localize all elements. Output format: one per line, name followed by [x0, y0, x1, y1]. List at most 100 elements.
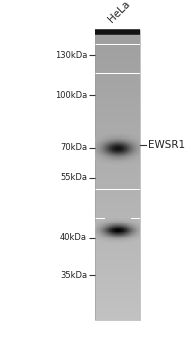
Bar	[114, 233, 115, 234]
Bar	[95, 141, 140, 142]
Bar	[105, 138, 106, 139]
Bar	[119, 163, 120, 164]
Bar	[119, 231, 120, 232]
Bar	[110, 133, 111, 134]
Bar	[108, 222, 109, 223]
Bar	[107, 146, 108, 147]
Bar	[95, 228, 96, 229]
Bar	[95, 59, 140, 60]
Bar	[122, 145, 123, 146]
Bar	[128, 146, 129, 147]
Bar	[121, 132, 122, 133]
Bar	[110, 145, 111, 146]
Bar	[97, 228, 98, 229]
Bar	[95, 142, 140, 143]
Bar	[119, 218, 120, 219]
Bar	[103, 135, 104, 137]
Bar	[116, 220, 117, 221]
Bar	[119, 145, 120, 146]
Bar	[127, 218, 128, 219]
Bar	[104, 160, 105, 161]
Bar	[106, 139, 107, 140]
Bar	[115, 145, 116, 146]
Bar	[121, 223, 122, 224]
Bar	[117, 148, 118, 149]
Bar	[116, 223, 117, 224]
Bar	[131, 223, 132, 224]
Bar	[134, 231, 135, 232]
Bar	[121, 241, 122, 242]
Bar	[95, 260, 140, 261]
Bar	[128, 155, 129, 156]
Bar	[120, 227, 121, 228]
Bar	[97, 152, 98, 153]
Bar	[139, 155, 140, 156]
Bar	[118, 136, 119, 138]
Bar	[121, 164, 122, 165]
Bar	[95, 165, 140, 166]
Bar	[111, 162, 112, 163]
Bar	[100, 148, 101, 149]
Bar	[133, 223, 134, 224]
Bar	[130, 151, 131, 152]
Bar	[108, 138, 109, 139]
Bar	[95, 80, 140, 81]
Bar	[104, 226, 105, 227]
Bar	[101, 135, 102, 137]
Bar	[131, 148, 132, 149]
Bar	[128, 154, 129, 155]
Bar	[105, 161, 106, 162]
Bar	[116, 154, 117, 155]
Bar	[115, 241, 116, 242]
Bar	[103, 237, 104, 238]
Bar	[136, 152, 137, 153]
Bar	[128, 143, 129, 144]
Bar	[111, 233, 112, 234]
Bar	[124, 228, 125, 229]
Bar	[106, 142, 107, 143]
Bar	[113, 232, 114, 233]
Bar	[95, 236, 96, 237]
Bar	[95, 156, 140, 157]
Bar	[95, 138, 96, 139]
Bar	[118, 163, 119, 164]
Bar	[120, 228, 121, 229]
Bar	[105, 232, 106, 233]
Bar	[98, 159, 99, 160]
Bar	[109, 150, 110, 151]
Bar	[127, 229, 128, 230]
Bar	[105, 224, 106, 225]
Bar	[131, 159, 132, 160]
Bar	[106, 236, 107, 237]
Bar	[120, 143, 121, 144]
Bar	[113, 153, 114, 154]
Bar	[95, 203, 140, 204]
Bar	[115, 156, 116, 158]
Bar	[95, 175, 140, 176]
Bar	[98, 237, 99, 238]
Bar	[102, 144, 103, 145]
Bar	[109, 220, 110, 221]
Bar	[137, 152, 138, 153]
Bar	[125, 156, 126, 158]
Bar	[95, 236, 140, 237]
Bar	[103, 150, 104, 151]
Bar	[95, 91, 140, 92]
Bar	[95, 31, 140, 32]
Bar	[95, 183, 140, 184]
Bar	[135, 138, 136, 139]
Bar	[116, 233, 117, 234]
Bar	[110, 153, 111, 154]
Bar	[124, 135, 125, 137]
Bar	[125, 231, 126, 232]
Bar	[125, 152, 126, 153]
Bar	[100, 152, 101, 153]
Bar	[126, 225, 127, 226]
Bar	[110, 148, 111, 149]
Bar	[114, 146, 115, 147]
Bar	[125, 134, 126, 135]
Bar	[114, 160, 115, 161]
Bar	[97, 139, 98, 140]
Bar	[111, 228, 112, 229]
Bar	[112, 148, 113, 149]
